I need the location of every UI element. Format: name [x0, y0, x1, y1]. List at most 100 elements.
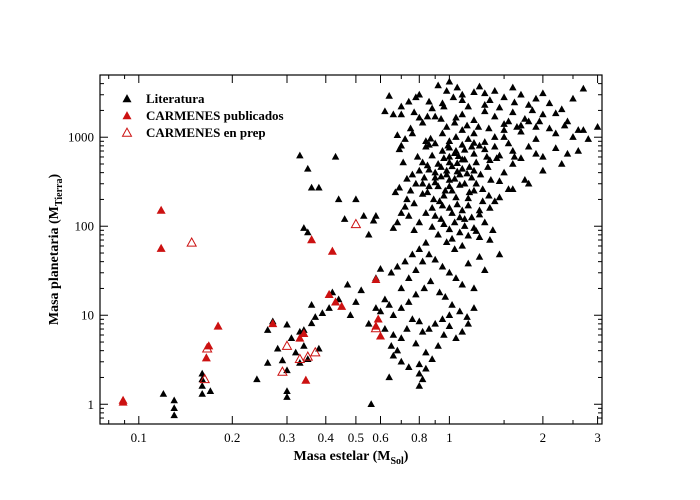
data-point — [300, 224, 308, 231]
data-point — [415, 317, 424, 325]
data-point — [294, 353, 306, 364]
data-point — [431, 112, 439, 120]
data-point — [418, 327, 427, 335]
data-point — [445, 158, 454, 166]
data-point — [456, 307, 464, 315]
data-point — [452, 113, 460, 121]
data-point — [372, 304, 380, 311]
data-point — [425, 250, 433, 258]
data-point — [470, 284, 478, 292]
data-point — [491, 133, 499, 140]
data-point — [423, 188, 432, 196]
x-tick-label: 0.6 — [372, 430, 389, 445]
data-point — [470, 129, 478, 137]
data-point — [299, 328, 309, 337]
data-point — [481, 100, 489, 108]
y-axis: 1 10 100 1000 — [68, 74, 602, 425]
data-point — [539, 166, 547, 174]
data-point — [485, 191, 493, 199]
data-point — [539, 89, 547, 97]
data-point — [532, 123, 540, 130]
data-point — [442, 123, 451, 130]
data-point — [343, 280, 352, 288]
data-point — [445, 143, 454, 151]
data-point — [442, 166, 451, 174]
data-point — [481, 218, 489, 226]
data-point — [213, 321, 223, 330]
data-point — [434, 230, 442, 238]
data-point — [491, 197, 499, 205]
data-point — [458, 96, 466, 103]
data-point — [452, 133, 460, 140]
data-point — [517, 127, 525, 135]
data-point — [563, 149, 572, 157]
data-point — [509, 108, 517, 116]
data-point — [334, 195, 343, 203]
x-axis-label: Masa estelar (MSol) — [294, 449, 409, 467]
data-point — [422, 238, 430, 246]
data-point — [415, 382, 424, 389]
data-point — [318, 309, 327, 317]
data-point — [440, 102, 448, 110]
data-point — [415, 218, 424, 226]
data-point — [352, 298, 360, 305]
data-point — [438, 201, 447, 209]
data-point — [422, 348, 430, 356]
data-point — [475, 210, 484, 218]
x-tick-label: 0.8 — [411, 430, 427, 445]
x-tick-label: 1 — [446, 430, 453, 445]
data-point — [403, 174, 411, 182]
data-point — [309, 346, 321, 357]
data-point — [481, 107, 489, 115]
data-point — [198, 390, 206, 397]
data-point — [569, 94, 577, 102]
data-point — [500, 120, 508, 127]
data-point — [460, 179, 469, 187]
data-point — [428, 222, 436, 230]
data-point — [495, 177, 504, 184]
data-point — [365, 319, 373, 327]
x-tick-label: 0.3 — [279, 430, 295, 445]
data-point — [301, 375, 311, 384]
data-point — [441, 293, 450, 300]
data-point — [545, 99, 554, 107]
data-point — [425, 324, 433, 332]
data-point — [405, 212, 413, 219]
data-point — [170, 396, 178, 404]
data-point — [481, 89, 489, 97]
data-point — [464, 259, 472, 267]
data-point — [405, 97, 413, 105]
data-point — [438, 146, 447, 154]
data-point — [397, 334, 406, 342]
data-point — [357, 286, 365, 294]
y-tick-label: 100 — [75, 219, 95, 234]
data-point — [509, 146, 517, 154]
data-point — [492, 154, 501, 161]
data-point — [372, 212, 380, 219]
data-point — [504, 139, 513, 147]
data-point — [352, 195, 360, 203]
data-point — [495, 250, 504, 258]
data-point — [376, 307, 385, 315]
data-point — [458, 164, 466, 172]
data-point — [412, 93, 420, 101]
data-point — [470, 138, 478, 146]
data-point — [410, 108, 418, 116]
data-points — [118, 77, 602, 419]
data-point — [472, 179, 480, 187]
data-point — [423, 112, 432, 120]
data-point — [464, 231, 472, 239]
data-point — [545, 124, 554, 132]
data-point — [532, 135, 540, 142]
data-point — [403, 324, 411, 332]
data-point — [304, 164, 312, 172]
data-point — [458, 90, 466, 98]
data-point — [401, 202, 409, 210]
data-point — [425, 97, 433, 105]
data-point — [315, 344, 323, 352]
data-point — [350, 218, 362, 229]
data-point — [475, 233, 484, 241]
data-point — [337, 301, 347, 310]
data-point — [445, 311, 454, 318]
data-point — [389, 351, 398, 359]
